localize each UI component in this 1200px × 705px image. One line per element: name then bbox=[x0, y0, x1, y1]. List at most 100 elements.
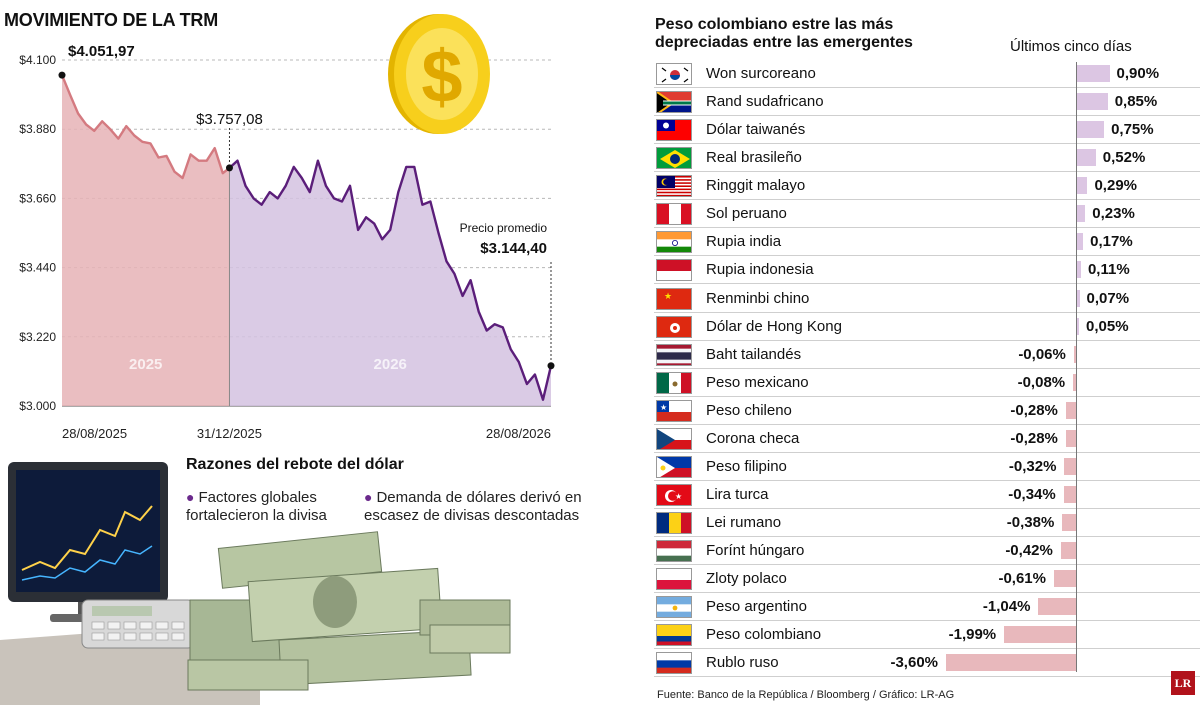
x-tick-label: 28/08/2026 bbox=[486, 426, 551, 441]
trm-annotations: $4.051,97 $3.757,08 Precio promedio $3.144,… bbox=[58, 43, 555, 370]
row-divider bbox=[654, 283, 1200, 285]
y-tick-label: $3.440 bbox=[19, 261, 56, 275]
change-value: 0,11% bbox=[1087, 261, 1130, 279]
change-value: -0,08% bbox=[1017, 373, 1066, 391]
currency-row: Peso argentino -1,04% bbox=[654, 594, 1200, 622]
currency-row: Ringgit malayo 0,29% bbox=[654, 173, 1200, 201]
currency-row: Dólar taiwanés 0,75% bbox=[654, 117, 1200, 145]
currency-row: ★ Lira turca -0,34% bbox=[654, 482, 1200, 510]
currency-row: Won surcoreano 0,90% bbox=[654, 61, 1200, 88]
currency-row: Lei rumano -0,38% bbox=[654, 510, 1200, 538]
change-bar bbox=[1077, 177, 1088, 195]
reason-item: ● Demanda de dólares derivó en escasez de… bbox=[364, 488, 614, 525]
source-note: Fuente: Banco de la República / Bloomber… bbox=[657, 689, 955, 701]
area-2025 bbox=[62, 75, 230, 406]
czech-flag-icon bbox=[656, 427, 692, 450]
peru-flag-icon bbox=[656, 203, 692, 226]
change-value: 0,07% bbox=[1086, 289, 1130, 307]
row-divider bbox=[654, 171, 1200, 173]
change-bar bbox=[1065, 429, 1076, 447]
change-bar bbox=[1073, 373, 1076, 391]
row-divider bbox=[654, 676, 1200, 678]
change-value: 0,05% bbox=[1086, 317, 1129, 335]
change-value: -0,28% bbox=[1010, 401, 1058, 419]
change-value: -0,42% bbox=[1005, 542, 1053, 560]
row-divider bbox=[654, 479, 1200, 481]
row-divider bbox=[654, 423, 1200, 425]
svg-text:★: ★ bbox=[675, 492, 682, 501]
currency-name: Sol peruano bbox=[706, 205, 787, 223]
mexico-flag-icon bbox=[656, 371, 692, 394]
currency-name: Dólar de Hong Kong bbox=[706, 317, 842, 335]
change-value: 0,75% bbox=[1111, 121, 1154, 139]
change-value: -0,28% bbox=[1010, 429, 1058, 447]
turkey-flag-icon: ★ bbox=[656, 484, 692, 507]
currency-name: Peso colombiano bbox=[706, 626, 822, 644]
currency-name: Rand sudafricano bbox=[706, 93, 824, 111]
trm-chart: 2025 2026 $4.100$3.880$3.660$3.440$3.220$… bbox=[19, 43, 555, 441]
row-divider bbox=[654, 508, 1200, 510]
zero-axis-line bbox=[1076, 62, 1077, 672]
trm-lines bbox=[60, 74, 553, 401]
change-bar bbox=[1004, 626, 1076, 644]
india-flag-icon bbox=[656, 231, 692, 254]
chart-title: MOVIMIENTO DE LA TRM bbox=[4, 10, 218, 30]
change-bar bbox=[1077, 205, 1086, 223]
currency-row: ★ Peso chileno -0,28% bbox=[654, 398, 1200, 425]
change-bar bbox=[1053, 570, 1076, 588]
average-caption: Precio promedio bbox=[460, 221, 548, 235]
reason-item: ● Factores globales fortalecieron la divi… bbox=[186, 488, 361, 525]
currency-name: Peso filipino bbox=[706, 457, 787, 475]
south-africa-flag-icon bbox=[656, 91, 692, 114]
y-tick-label: $3.220 bbox=[19, 330, 56, 344]
row-divider bbox=[654, 592, 1200, 594]
currency-name: Rupia india bbox=[706, 233, 782, 251]
trm-y-axis: $4.100 $3.880 $3.660 $3.440 $3.220 $3.000 bbox=[19, 53, 56, 413]
average-value-label: $3.144,40 bbox=[480, 240, 547, 257]
currency-name: Peso argentino bbox=[706, 598, 807, 616]
trm-areas: 2025 2026 bbox=[62, 75, 551, 406]
change-value: -0,34% bbox=[1008, 486, 1056, 504]
currency-row: Peso mexicano -0,08% bbox=[654, 370, 1200, 397]
change-bar bbox=[1077, 121, 1105, 139]
malaysia-flag-icon bbox=[656, 175, 692, 198]
change-bar bbox=[1038, 598, 1076, 616]
dollar-coin-icon: $ bbox=[388, 14, 490, 134]
x-tick-label: 31/12/2025 bbox=[197, 426, 262, 441]
reason-text: Demanda de dólares derivó en escasez de … bbox=[364, 489, 582, 524]
row-divider bbox=[654, 367, 1200, 369]
money-stack-icon bbox=[187, 531, 511, 691]
currency-row: Rand sudafricano 0,85% bbox=[654, 89, 1200, 117]
change-bar bbox=[1077, 149, 1096, 167]
hong-kong-flag-icon bbox=[656, 315, 692, 338]
row-divider bbox=[654, 311, 1200, 313]
change-bar bbox=[1077, 93, 1108, 111]
ranking-title: Peso colombiano estre las más depreciada… bbox=[655, 16, 913, 51]
trm-x-axis: 28/08/2025 31/12/2025 28/08/2026 bbox=[62, 426, 551, 441]
row-divider bbox=[654, 620, 1200, 622]
philippines-flag-icon bbox=[656, 455, 692, 478]
row-divider bbox=[654, 339, 1200, 341]
currency-row: Peso filipino -0,32% bbox=[654, 454, 1200, 481]
change-bar bbox=[1073, 345, 1076, 363]
calculator-icon bbox=[81, 599, 195, 649]
mid-point bbox=[225, 164, 233, 172]
currency-name: Baht tailandés bbox=[706, 345, 802, 363]
currency-row: ★ Renminbi chino 0,07% bbox=[654, 286, 1200, 313]
change-value: 0,29% bbox=[1094, 177, 1138, 195]
row-divider bbox=[654, 648, 1200, 650]
china-flag-icon: ★ bbox=[656, 287, 692, 310]
currency-name: Won surcoreano bbox=[706, 65, 816, 82]
svg-text:★: ★ bbox=[660, 403, 667, 412]
y-tick-label: $4.100 bbox=[19, 53, 56, 67]
currency-name: Real brasileño bbox=[706, 149, 802, 167]
change-value: 0,52% bbox=[1102, 149, 1146, 167]
change-value: 0,90% bbox=[1116, 65, 1160, 82]
computer-monitor-icon bbox=[8, 462, 168, 622]
change-value: -1,04% bbox=[982, 598, 1031, 616]
end-point bbox=[547, 362, 555, 370]
year-label-2025: 2025 bbox=[129, 356, 162, 373]
x-tick-label: 28/08/2025 bbox=[62, 426, 127, 441]
bullet-dot-icon: ● bbox=[364, 489, 373, 505]
currency-row: Corona checa -0,28% bbox=[654, 426, 1200, 453]
